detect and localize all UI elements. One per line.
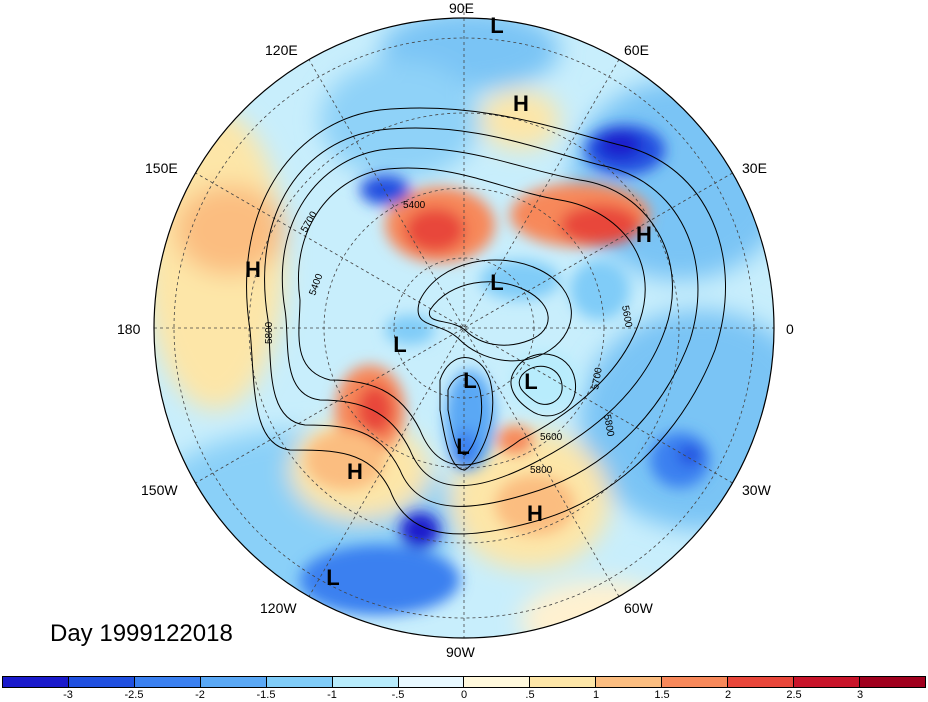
lon-label-30w: 30W [742, 482, 771, 498]
colorbar-tick-label: -.5 [391, 689, 405, 701]
colorbar-tick-label: 2.5 [786, 689, 802, 701]
contour-label: 5700 [590, 366, 605, 390]
high-center: H [513, 91, 529, 116]
colorbar [2, 676, 926, 688]
colorbar-tick-label: -2 [195, 689, 205, 701]
high-center: H [245, 257, 261, 282]
anomaly-field [154, 18, 774, 638]
colorbar-segment [530, 677, 597, 687]
colorbar-tick-label: -2.5 [124, 689, 144, 701]
high-center: H [347, 459, 363, 484]
lon-label-0: 0 [786, 321, 794, 337]
colorbar-tick-label: 0 [460, 689, 468, 701]
lon-label-30e: 30E [742, 160, 767, 176]
lon-label-120e: 120E [265, 42, 298, 58]
high-center: H [527, 501, 543, 526]
lon-label-150w: 150W [141, 482, 178, 498]
colorbar-segment [728, 677, 795, 687]
colorbar-segment [398, 677, 465, 687]
colorbar-segment [464, 677, 531, 687]
lon-label-150e: 150E [145, 160, 178, 176]
low-center: L [490, 270, 504, 295]
lon-label-180: 180 [117, 321, 141, 337]
colorbar-tick-label: -3 [63, 689, 73, 701]
colorbar-segment [332, 677, 399, 687]
contour-label: 5600 [619, 305, 634, 329]
colorbar-segment [134, 677, 201, 687]
low-center: L [456, 434, 470, 459]
colorbar-tick-label: 1 [592, 689, 600, 701]
colorbar-segment [596, 677, 663, 687]
low-center: L [326, 565, 340, 590]
contour-label: 5800 [264, 321, 275, 344]
colorbar-segment [266, 677, 333, 687]
low-center: L [524, 369, 538, 394]
lon-label-60w: 60W [624, 600, 653, 616]
page-title: Day 1999122018 [50, 620, 233, 647]
contour-label: 5800 [530, 465, 553, 476]
colorbar-segment [200, 677, 267, 687]
colorbar-tick-label: -1.5 [256, 689, 276, 701]
low-center: L [463, 368, 477, 393]
lon-label-60e: 60E [624, 42, 649, 58]
high-center: H [636, 222, 652, 247]
low-center: L [393, 332, 407, 357]
colorbar-tick-label: 2 [724, 689, 732, 701]
colorbar-segment [859, 677, 925, 687]
low-center: L [490, 13, 504, 38]
colorbar-segment [662, 677, 729, 687]
colorbar-tick-label: .5 [525, 689, 535, 701]
colorbar-tick-label: -1 [327, 689, 337, 701]
contour-label: 5400 [403, 200, 426, 211]
colorbar-segment [3, 677, 69, 687]
contour-label: 5600 [540, 432, 563, 443]
lon-label-90w: 90W [446, 644, 475, 660]
lon-label-120w: 120W [260, 600, 297, 616]
colorbar-segment [794, 677, 860, 687]
colorbar-tick-label: 1.5 [654, 689, 670, 701]
contour-label: 5800 [601, 414, 616, 438]
colorbar-tick-label: 3 [856, 689, 864, 701]
lon-label-90e: 90E [449, 0, 474, 16]
colorbar-segment [68, 677, 135, 687]
